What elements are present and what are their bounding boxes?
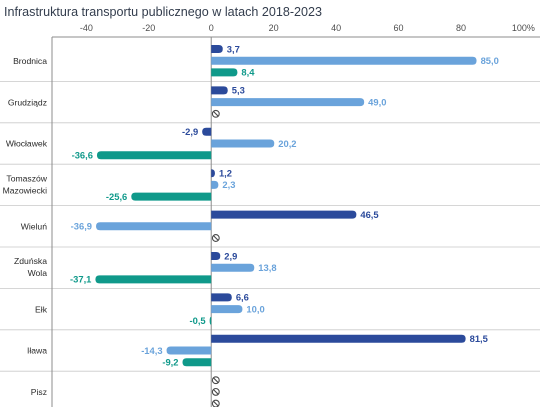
x-tick-label: 60 <box>394 23 404 33</box>
bar <box>211 45 223 53</box>
bar <box>96 151 212 160</box>
category-label: Włocławek <box>6 139 48 149</box>
bar <box>95 275 212 284</box>
category-labels: Brodnica Grudziądz Włocławek Tomaszów Mazow… <box>3 56 50 397</box>
category-label: Wieluń <box>21 222 47 232</box>
data-label: 1,2 <box>219 168 232 179</box>
bar <box>182 358 212 367</box>
no-data-icon <box>211 387 220 396</box>
no-data-icon <box>211 109 220 118</box>
bar <box>211 293 232 302</box>
bar <box>211 252 221 260</box>
data-label: -25,6 <box>106 191 127 202</box>
bar <box>166 346 212 355</box>
data-label: -0,5 <box>189 315 205 326</box>
category-label: Zduńska Wola <box>14 256 49 278</box>
data-label: 2,3 <box>222 179 235 190</box>
data-label: 3,7 <box>227 43 240 54</box>
data-label: 85,0 <box>481 55 499 66</box>
no-data-icon-slash <box>213 235 219 241</box>
chart-title: Infrastruktura transportu publicznego w … <box>4 4 322 19</box>
data-label: -9,2 <box>162 357 178 368</box>
x-tick-label: 100% <box>512 23 535 33</box>
data-label: -36,9 <box>71 221 92 232</box>
bar <box>209 316 212 325</box>
data-label: 2,9 <box>224 250 237 261</box>
category-label-line: Zduńska <box>14 256 49 266</box>
x-tick-label: 20 <box>269 23 279 33</box>
bar <box>211 86 228 95</box>
no-data-icon-slash <box>213 400 219 407</box>
bar <box>211 68 238 77</box>
category-label: Iława <box>27 346 47 356</box>
no-data-icon-slash <box>213 111 219 117</box>
bar <box>211 98 365 107</box>
data-label: 6,6 <box>236 292 249 303</box>
data-label: 81,5 <box>470 333 488 344</box>
x-tick-label: -20 <box>142 23 155 33</box>
bar <box>211 334 466 343</box>
bar <box>96 222 212 231</box>
category-label-line: Mazowiecki <box>3 185 48 195</box>
no-data-icon <box>211 376 220 385</box>
data-label: 10,0 <box>246 303 264 314</box>
x-tick-label: 80 <box>456 23 466 33</box>
category-label-line: Tomaszów <box>6 173 49 183</box>
chart-bars <box>95 45 477 407</box>
data-label: 20,2 <box>278 138 296 149</box>
x-tick-label: -40 <box>80 23 93 33</box>
category-label: Grudziądz <box>8 97 47 107</box>
bar <box>211 263 255 272</box>
data-label: -2,9 <box>182 126 198 137</box>
bar <box>131 192 212 201</box>
data-label: 8,4 <box>241 67 255 78</box>
x-tick-label: 0 <box>209 23 214 33</box>
bar <box>211 169 215 178</box>
category-label: Pisz <box>31 387 47 397</box>
bar <box>211 56 477 65</box>
no-data-icon <box>211 399 220 407</box>
data-labels: 3,7 5,3 -2,9 1,2 46,5 2,9 6,6 81,5 85,0 49,0 20,2 2… <box>70 43 499 367</box>
bar <box>211 180 219 189</box>
category-label: Tomaszów Mazowiecki <box>3 173 50 195</box>
no-data-icon-slash <box>213 389 219 395</box>
no-data-icon <box>211 234 220 242</box>
bar <box>211 210 357 219</box>
category-label: Brodnica <box>13 56 47 66</box>
data-label: -14,3 <box>141 345 162 356</box>
data-label: 5,3 <box>232 85 245 96</box>
data-label: 46,5 <box>360 209 378 220</box>
data-label: -37,1 <box>70 274 91 285</box>
x-tick-label: 40 <box>331 23 341 33</box>
data-label: -36,6 <box>72 150 93 161</box>
x-axis-tick-labels: -40 -20 0 20 40 60 80 100% <box>80 23 535 33</box>
bar <box>211 305 243 314</box>
bar <box>202 127 212 136</box>
category-label: Ełk <box>35 304 48 314</box>
bar <box>211 139 275 148</box>
data-label: 13,8 <box>258 262 276 273</box>
data-label: 49,0 <box>368 96 386 107</box>
category-label-line: Wola <box>28 268 48 278</box>
no-data-icon-slash <box>213 377 219 383</box>
